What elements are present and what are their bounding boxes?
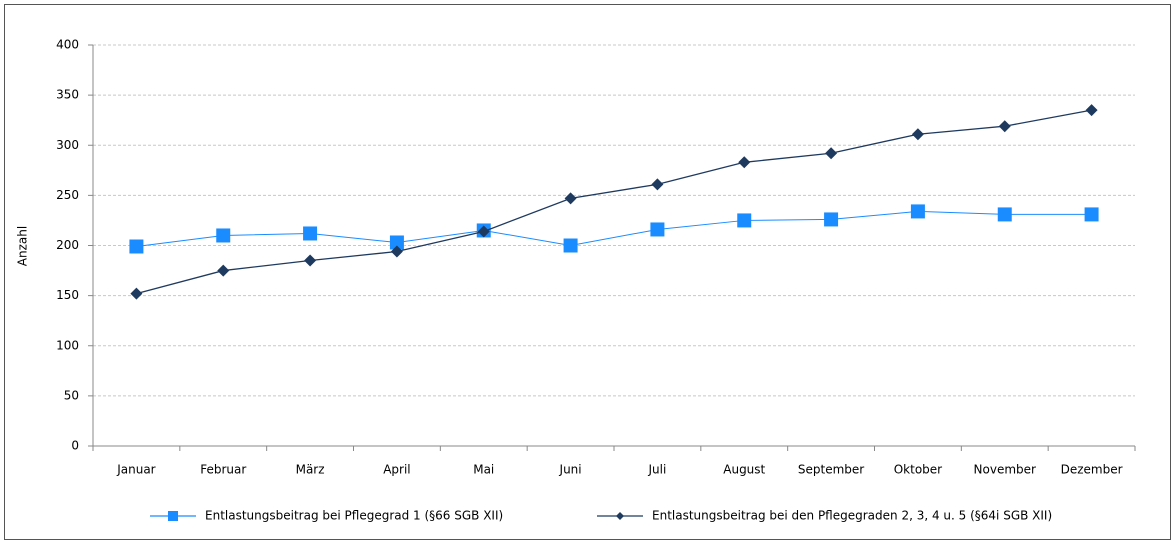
data-point [1084, 207, 1099, 222]
x-tick-label: Dezember [1061, 463, 1123, 477]
x-tick-label: Februar [200, 463, 246, 477]
y-tick-label: 150 [56, 288, 79, 302]
data-point [216, 228, 231, 243]
legend-marker [616, 512, 624, 520]
data-point [563, 238, 578, 253]
data-point [910, 204, 925, 219]
series-line [136, 109, 1092, 295]
data-point [304, 254, 317, 267]
x-tick-label: August [723, 463, 765, 477]
x-tick-label: April [383, 463, 410, 477]
x-tick-label: Oktober [894, 463, 942, 477]
data-point [825, 147, 838, 160]
x-tick-label: Juli [648, 463, 667, 477]
y-tick-label: 50 [64, 388, 79, 402]
y-tick-label: 300 [56, 138, 79, 152]
series-line [136, 210, 1092, 247]
data-point [217, 264, 230, 277]
x-tick-label: September [798, 463, 864, 477]
data-point [477, 225, 490, 238]
x-tick-label: November [974, 463, 1036, 477]
y-tick-label: 350 [56, 88, 79, 102]
data-point [911, 128, 924, 141]
data-point [129, 239, 144, 254]
legend-label: Entlastungsbeitrag bei den Pflegegraden … [652, 509, 1052, 523]
legend-label: Entlastungsbeitrag bei Pflegegrad 1 (§66… [205, 509, 503, 523]
legend-marker [168, 511, 178, 521]
data-point [130, 287, 143, 300]
y-tick-label: 250 [56, 188, 79, 202]
data-point [303, 226, 318, 241]
data-point [650, 222, 665, 237]
data-point [564, 192, 577, 205]
data-point [998, 120, 1011, 133]
y-tick-label: 400 [56, 38, 79, 52]
y-tick-label: 100 [56, 338, 79, 352]
data-point [390, 245, 403, 258]
data-point [389, 235, 404, 250]
data-point [651, 178, 664, 191]
y-tick-label: 0 [71, 439, 79, 453]
data-point [1085, 104, 1098, 117]
x-tick-label: Januar [116, 463, 155, 477]
y-axis-label: Anzahl [16, 226, 30, 266]
data-point [997, 207, 1012, 222]
x-tick-label: Juni [559, 463, 582, 477]
data-point [737, 213, 752, 228]
y-tick-label: 200 [56, 238, 79, 252]
data-point [738, 156, 751, 169]
chart-border [4, 4, 1171, 540]
x-tick-label: Mai [473, 463, 494, 477]
data-point [824, 212, 839, 227]
x-tick-label: März [296, 463, 325, 477]
